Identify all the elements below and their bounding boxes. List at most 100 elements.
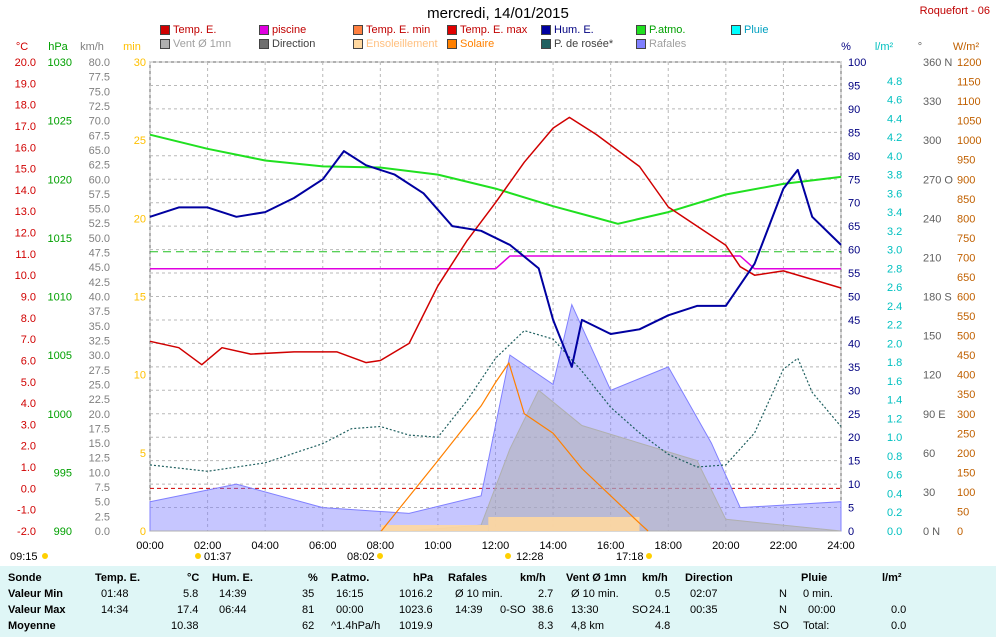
wind-tick: 45.0	[89, 262, 110, 274]
wind-tick: 0.0	[95, 526, 110, 538]
humidity-tick: 65	[848, 221, 860, 233]
col-gust-unit: km/h	[520, 572, 546, 584]
pressure-tick: 995	[54, 467, 72, 479]
temp-tick: 15.0	[15, 164, 36, 176]
pressure-tick: 1020	[48, 174, 72, 186]
solar-tick: 50	[957, 506, 969, 518]
rain-tick: 0.0	[887, 526, 902, 538]
temp-tick: 6.0	[21, 355, 36, 367]
solar-tick: 1050	[957, 116, 981, 128]
legend-label: P.atmo.	[649, 24, 686, 36]
rain-unit: l/m²	[875, 41, 894, 53]
wind-tick: 10.0	[89, 467, 110, 479]
sunshine-tick: 25	[134, 135, 146, 147]
direction-tick: 90 E	[923, 409, 946, 421]
col-hum-unit: %	[308, 572, 318, 584]
col-sonde: Sonde	[8, 572, 42, 584]
x-tick-label: 08:00	[367, 540, 395, 552]
rain-tick: 3.6	[887, 188, 902, 200]
humidity-tick: 25	[848, 409, 860, 421]
wind-max-time: 13:30	[571, 604, 599, 616]
direction-tick: 300	[923, 135, 941, 147]
temp-min-time: 01:48	[101, 588, 129, 600]
dir-mean: SO	[773, 620, 789, 632]
wind-tick: 50.0	[89, 233, 110, 245]
row-max-label: Valeur Max	[8, 604, 66, 616]
rain-tick: 4.8	[887, 76, 902, 88]
wind-tick: 62.5	[89, 160, 110, 172]
sunshine-tick: 20	[134, 213, 146, 225]
rain-tick: 3.2	[887, 226, 902, 238]
solar-tick: 550	[957, 311, 975, 323]
temp-tick: 4.0	[21, 398, 36, 410]
rain-tick: 1.2	[887, 413, 902, 425]
solar-tick: 1200	[957, 57, 981, 69]
x-tick-label: 22:00	[770, 540, 798, 552]
legend-item: Temp. E. max	[447, 24, 527, 36]
col-press: P.atmo.	[331, 572, 370, 584]
pressure-tick: 1030	[48, 57, 72, 69]
col-temp: Temp. E.	[95, 572, 141, 584]
solar-tick: 600	[957, 292, 975, 304]
col-rain: Pluie	[801, 572, 828, 584]
solar-tick: 500	[957, 331, 975, 343]
legend-item: Pluie	[731, 24, 768, 36]
chart-title: mercredi, 14/01/2015	[427, 5, 569, 22]
rain-tick: 4.0	[887, 151, 902, 163]
x-tick-label: 24:00	[827, 540, 855, 552]
x-tick-label: 06:00	[309, 540, 337, 552]
wind-tick: 40.0	[89, 292, 110, 304]
solar-tick: 450	[957, 350, 975, 362]
x-tick-label: 20:00	[712, 540, 740, 552]
press-mean: 1019.9	[399, 620, 433, 632]
direction-tick: 330	[923, 96, 941, 108]
x-tick-label: 10:00	[424, 540, 452, 552]
wind-min: 0.5	[655, 588, 671, 600]
series-piscine	[150, 255, 841, 270]
wind-tick: 5.0	[95, 497, 110, 509]
wind-tick: 22.5	[89, 394, 110, 406]
legend-label: Rafales	[649, 38, 687, 50]
humidity-tick: 5	[848, 503, 854, 515]
direction-tick: 120	[923, 370, 941, 382]
solar-tick: 300	[957, 409, 975, 421]
wind-tick: 17.5	[89, 423, 110, 435]
pressure-tick: 1000	[48, 409, 72, 421]
col-rain-unit: l/m²	[882, 572, 902, 584]
solar-tick: 1100	[957, 96, 981, 108]
dir-max-time: 00:35	[690, 604, 718, 616]
series-hum-e-	[149, 150, 842, 368]
rain-tick: 0.4	[887, 488, 902, 500]
sunshine-tick: 0	[140, 526, 146, 538]
solar-unit: W/m²	[953, 41, 980, 53]
series-p-atmo-	[149, 133, 842, 225]
gust-mean: 8.3	[538, 620, 554, 632]
solar-tick: 1000	[957, 135, 981, 147]
humidity-tick: 45	[848, 315, 860, 327]
wind-tick: 65.0	[89, 145, 110, 157]
legend-label: Pluie	[744, 24, 769, 36]
direction-tick: 0 N	[923, 526, 940, 538]
legend-label: Temp. E.	[173, 24, 217, 36]
temp-unit: °C	[16, 41, 28, 53]
direction-tick: 360 N	[923, 57, 952, 69]
legend-label: Temp. E. max	[460, 24, 528, 36]
solar-tick: 850	[957, 194, 975, 206]
rain-tick: 2.0	[887, 338, 902, 350]
temp-tick: 13.0	[15, 206, 36, 218]
temp-tick: 16.0	[15, 142, 36, 154]
temp-tick: 17.0	[15, 121, 36, 133]
rain-tick: 3.4	[887, 207, 902, 219]
temp-tick: 9.0	[21, 292, 36, 304]
hum-mean: 62	[302, 620, 315, 632]
legend-swatch	[541, 25, 551, 35]
sunshine-tick: 10	[134, 370, 146, 382]
wind-tick: 30.0	[89, 350, 110, 362]
rain-total-label: Total:	[803, 620, 830, 632]
legend-swatch	[160, 39, 170, 49]
legend-item: Hum. E.	[541, 24, 594, 36]
wind-tick: 57.5	[89, 189, 110, 201]
temp-tick: 1.0	[21, 462, 36, 474]
legend-swatch	[160, 25, 170, 35]
rain-tick: 1.0	[887, 432, 902, 444]
